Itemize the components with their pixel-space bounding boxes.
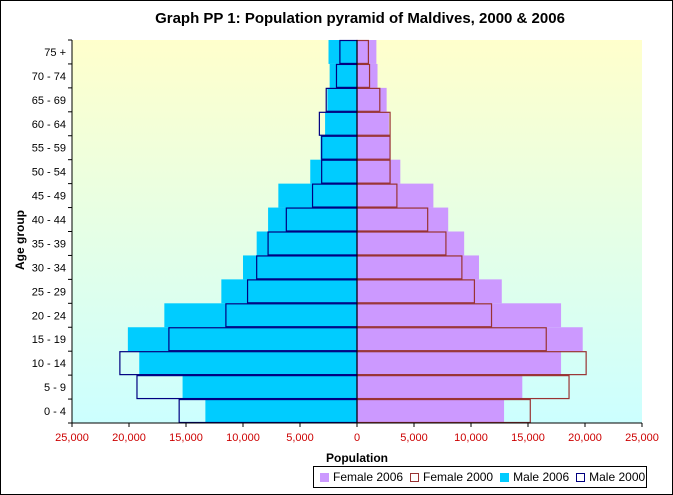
legend-item-female-2006: Female 2006 bbox=[320, 470, 403, 484]
bar-female-2006-45-49 bbox=[357, 183, 434, 208]
bar-female-2006-75 bbox=[357, 40, 377, 64]
bar-female-2006-65-69 bbox=[357, 87, 387, 112]
bar-male-2006-50-54 bbox=[310, 159, 357, 184]
chart-title: Graph PP 1: Population pyramid of Maldiv… bbox=[155, 10, 565, 27]
bars-layer bbox=[119, 39, 587, 424]
bar-male-2006-30-34 bbox=[243, 255, 357, 280]
x-tick-label: 0 bbox=[354, 432, 360, 444]
bar-female-2006-25-29 bbox=[357, 279, 502, 304]
y-tick-label: 65 - 69 bbox=[32, 95, 66, 107]
bar-female-2006-70-74 bbox=[357, 63, 378, 88]
bar-male-2006-10-14 bbox=[139, 351, 357, 376]
bar-female-2006-0-4 bbox=[357, 399, 505, 423]
y-tick-label: 50 - 54 bbox=[32, 167, 66, 179]
y-tick-label: 5 - 9 bbox=[44, 382, 66, 394]
bar-female-2006-5-9 bbox=[357, 375, 523, 400]
bar-male-2006-40-44 bbox=[268, 207, 357, 232]
bar-female-2006-30-34 bbox=[357, 255, 479, 280]
bar-male-2006-25-29 bbox=[221, 279, 357, 304]
bar-female-2006-50-54 bbox=[357, 159, 401, 184]
y-tick-label: 60 - 64 bbox=[32, 119, 66, 131]
x-tick-label: 10,000 bbox=[454, 432, 488, 444]
legend-swatch bbox=[500, 472, 510, 482]
y-tick-label: 70 - 74 bbox=[32, 71, 66, 83]
bar-male-2006-45-49 bbox=[278, 183, 357, 208]
legend-swatch bbox=[410, 472, 420, 482]
legend: Female 2006 Female 2000 Male 2006 Male 2000 bbox=[313, 466, 647, 488]
y-tick-label: 55 - 59 bbox=[32, 143, 66, 155]
y-tick-label: 25 - 29 bbox=[32, 286, 66, 298]
y-axis-title: Age group bbox=[13, 210, 27, 270]
bar-female-2006-10-14 bbox=[357, 351, 562, 376]
legend-item-female-2000: Female 2000 bbox=[410, 470, 493, 484]
x-tick-label: 25,000 bbox=[625, 432, 659, 444]
bar-male-2006-15-19 bbox=[127, 327, 357, 352]
x-tick-label: 15,000 bbox=[511, 432, 545, 444]
bar-male-2006-60-64 bbox=[325, 111, 357, 136]
y-tick-label: 20 - 24 bbox=[32, 310, 66, 322]
x-tick-label: 20,000 bbox=[568, 432, 602, 444]
legend-item-male-2006: Male 2006 bbox=[500, 470, 569, 484]
x-tick-label: 25,000 bbox=[55, 432, 89, 444]
legend-label: Female 2006 bbox=[333, 470, 404, 484]
legend-label: Female 2000 bbox=[423, 470, 494, 484]
y-tick-label: 35 - 39 bbox=[32, 238, 66, 250]
y-tick-label: 10 - 14 bbox=[32, 358, 66, 370]
bar-male-2006-5-9 bbox=[182, 375, 357, 400]
y-tick-label: 75 + bbox=[44, 47, 66, 59]
x-tick-label: 5,000 bbox=[286, 432, 314, 444]
y-tick-label: 0 - 4 bbox=[44, 406, 66, 418]
x-tick-label: 5,000 bbox=[400, 432, 428, 444]
y-tick-label: 30 - 34 bbox=[32, 262, 66, 274]
bar-female-2006-20-24 bbox=[357, 303, 562, 328]
x-axis-title: Population bbox=[326, 451, 388, 465]
x-tick-label: 10,000 bbox=[226, 432, 260, 444]
bar-male-2006-55-59 bbox=[320, 135, 357, 160]
legend-label: Male 2000 bbox=[589, 470, 646, 484]
legend-swatch bbox=[576, 472, 586, 482]
bar-male-2006-65-69 bbox=[327, 87, 357, 112]
legend-item-male-2000: Male 2000 bbox=[576, 470, 645, 484]
y-tick-label: 15 - 19 bbox=[32, 334, 66, 346]
bar-female-2006-15-19 bbox=[357, 327, 583, 352]
bar-male-2006-20-24 bbox=[164, 303, 357, 328]
x-tick-label: 15,000 bbox=[169, 432, 203, 444]
y-tick-label: 40 - 44 bbox=[32, 215, 66, 227]
bar-female-2006-60-64 bbox=[357, 111, 389, 136]
bar-female-2006-55-59 bbox=[357, 135, 391, 160]
bar-male-2006-0-4 bbox=[205, 399, 357, 423]
axis-layer: 0 - 4 5 - 9 10 - 14 15 - 19 20 - 24 25 - 29 30… bbox=[32, 39, 659, 444]
x-tick-label: 20,000 bbox=[112, 432, 146, 444]
bar-female-2006-40-44 bbox=[357, 207, 449, 232]
legend-swatch bbox=[320, 472, 329, 482]
bar-male-2006-75 bbox=[328, 40, 357, 64]
legend-label: Male 2006 bbox=[513, 470, 570, 484]
bar-male-2006-70-74 bbox=[329, 63, 357, 88]
y-tick-label: 45 - 49 bbox=[32, 191, 66, 203]
bar-male-2006-35-39 bbox=[256, 231, 357, 256]
bar-female-2006-35-39 bbox=[357, 231, 465, 256]
